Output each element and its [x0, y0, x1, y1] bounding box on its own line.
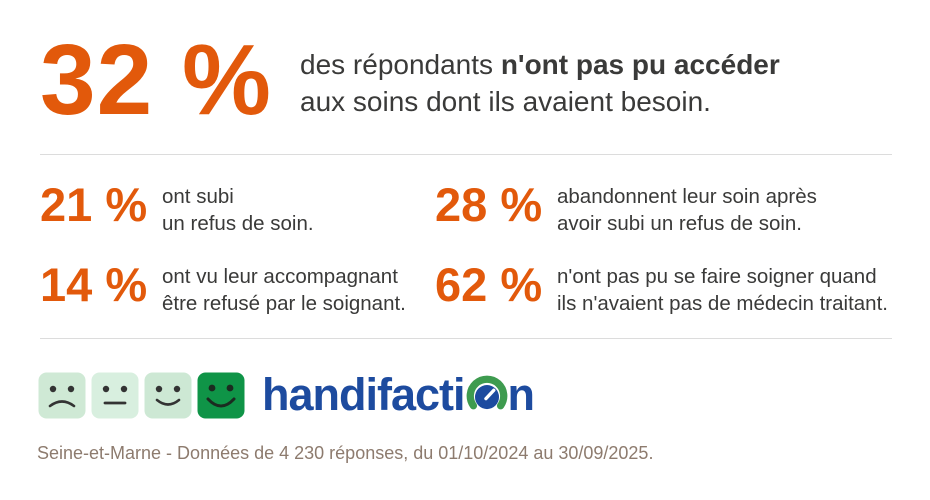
handifaction-logo: handifacti n — [38, 369, 535, 420]
hero-line-1: des répondants n'ont pas pu accéder — [300, 46, 780, 83]
neutral-face-tile-icon — [91, 372, 139, 419]
gauge-icon — [466, 375, 507, 410]
stat-desc-line: ont subi — [162, 185, 234, 208]
handifaction-wordmark: handifacti n — [262, 369, 535, 420]
stat-percentage: 62 % — [435, 258, 543, 311]
stat-percentage: 14 % — [40, 258, 148, 311]
divider-top — [40, 154, 892, 155]
hero-percentage: 32 % — [40, 24, 272, 136]
stat-refus-de-soin: 21 % ont subi un refus de soin. — [40, 180, 314, 237]
stat-abandon-soin: 28 % abandonnent leur soin après avoir s… — [435, 180, 817, 237]
divider-bottom — [40, 338, 892, 339]
brand-text-post: n — [507, 369, 535, 420]
stat-desc-line: ont vu leur accompagnant — [162, 265, 398, 288]
stat-sans-medecin-traitant: 62 % n'ont pas pu se faire soigner quand… — [435, 260, 888, 317]
stat-desc-line: un refus de soin. — [162, 212, 314, 235]
brand-text-pre: handifacti — [262, 369, 466, 420]
hero-line1-regular: des répondants — [300, 49, 501, 80]
stat-description: ont vu leur accompagnant être refusé par… — [162, 260, 406, 317]
smiley-tiles — [38, 372, 250, 419]
stat-percentage: 21 % — [40, 178, 148, 231]
stat-desc-line: n'ont pas pu se faire soigner quand — [557, 265, 877, 288]
hero-line1-bold: n'ont pas pu accéder — [500, 49, 780, 80]
sad-face-tile-icon — [38, 372, 86, 419]
hero-line-2: aux soins dont ils avaient besoin. — [300, 86, 711, 117]
stat-description: abandonnent leur soin après avoir subi u… — [557, 180, 817, 237]
stat-desc-line: abandonnent leur soin après — [557, 185, 817, 208]
hero-statement: des répondants n'ont pas pu accéder aux … — [300, 46, 780, 120]
stat-percentage: 28 % — [435, 178, 543, 231]
stat-description: n'ont pas pu se faire soigner quand ils … — [557, 260, 888, 317]
slight-smile-face-tile-icon — [144, 372, 192, 419]
stat-desc-line: avoir subi un refus de soin. — [557, 212, 802, 235]
stat-accompagnant-refuse: 14 % ont vu leur accompagnant être refus… — [40, 260, 406, 317]
stat-desc-line: ils n'avaient pas de médecin traitant. — [557, 292, 888, 315]
source-caption: Seine-et-Marne - Données de 4 230 répons… — [37, 443, 654, 463]
stat-desc-line: être refusé par le soignant. — [162, 292, 406, 315]
stat-description: ont subi un refus de soin. — [162, 180, 314, 237]
big-smile-face-tile-icon — [197, 372, 245, 419]
